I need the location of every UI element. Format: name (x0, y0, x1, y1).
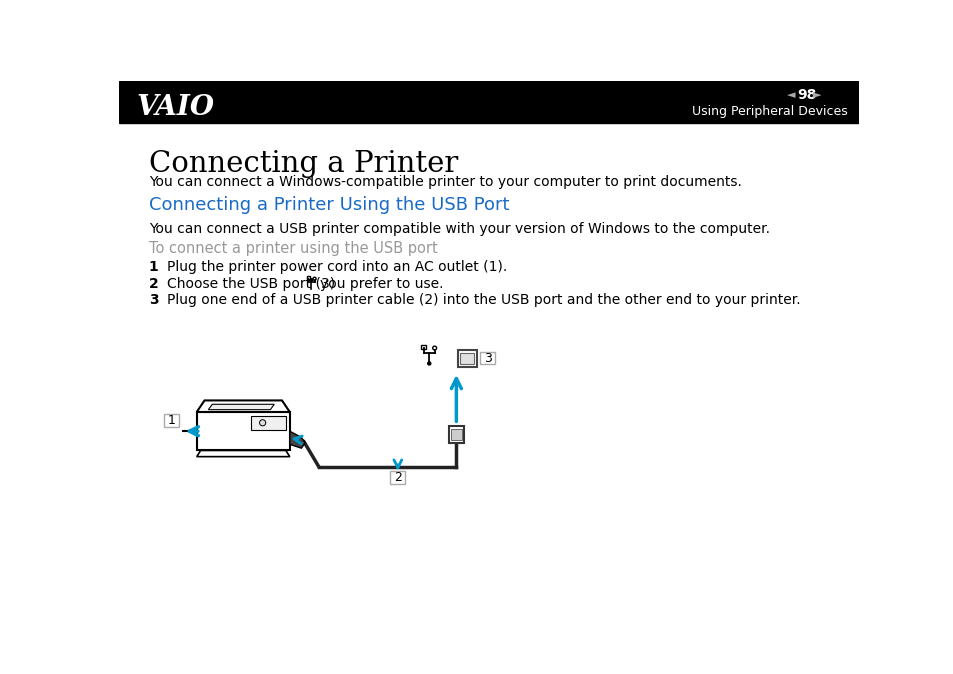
Text: Choose the USB port (3): Choose the USB port (3) (167, 277, 335, 291)
Bar (448, 426, 464, 443)
Text: ◄: ◄ (786, 90, 795, 100)
Text: 1: 1 (149, 259, 158, 274)
Polygon shape (208, 404, 274, 410)
Text: 98: 98 (797, 88, 816, 102)
Text: 3: 3 (149, 293, 158, 307)
Text: you prefer to use.: you prefer to use. (319, 277, 443, 291)
Circle shape (259, 420, 266, 426)
Polygon shape (196, 412, 290, 450)
Text: Using Peripheral Devices: Using Peripheral Devices (691, 105, 847, 118)
Bar (480, 352, 495, 364)
Bar (421, 345, 426, 349)
Text: 3: 3 (483, 352, 491, 365)
Text: 1: 1 (168, 414, 175, 427)
Text: Plug the printer power cord into an AC outlet (1).: Plug the printer power cord into an AC o… (167, 259, 507, 274)
Text: Plug one end of a USB printer cable (2) into the USB port and the other end to y: Plug one end of a USB printer cable (2) … (167, 293, 801, 307)
Polygon shape (251, 416, 286, 430)
Bar (451, 429, 461, 439)
Polygon shape (196, 450, 290, 457)
Text: You can connect a Windows-compatible printer to your computer to print documents: You can connect a Windows-compatible pri… (149, 175, 740, 189)
Text: 2: 2 (394, 471, 401, 484)
Text: 2: 2 (149, 277, 158, 291)
Text: Connecting a Printer Using the USB Port: Connecting a Printer Using the USB Port (149, 196, 509, 214)
Bar (459, 353, 474, 364)
Bar (119, 81, 858, 123)
Bar (390, 471, 405, 483)
Bar (164, 415, 179, 427)
Text: To connect a printer using the USB port: To connect a printer using the USB port (149, 241, 437, 256)
Text: You can connect a USB printer compatible with your version of Windows to the com: You can connect a USB printer compatible… (149, 222, 769, 236)
Text: ►: ► (812, 90, 821, 100)
Circle shape (310, 279, 313, 281)
Text: VAIO: VAIO (136, 94, 214, 121)
Text: Connecting a Printer: Connecting a Printer (149, 150, 457, 178)
Polygon shape (196, 400, 290, 412)
Polygon shape (290, 431, 305, 448)
Bar (307, 276, 310, 279)
Circle shape (427, 362, 431, 365)
Bar (457, 350, 476, 367)
